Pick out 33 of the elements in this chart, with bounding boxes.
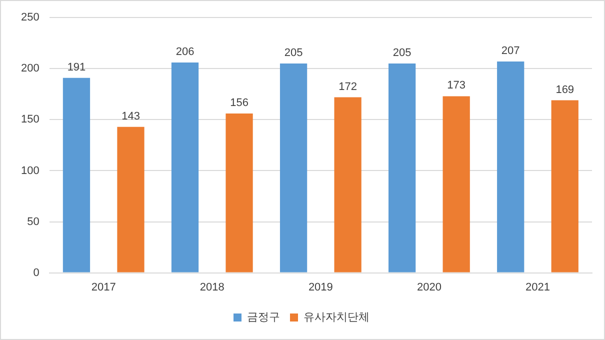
- legend-label: 유사자치단체: [304, 312, 370, 324]
- bar: [388, 64, 416, 272]
- bar: [226, 114, 253, 272]
- bar: [551, 100, 578, 272]
- y-tick-label: 250: [20, 12, 40, 24]
- bar: [62, 78, 90, 272]
- y-tick-label: 100: [20, 164, 40, 177]
- bar: [334, 97, 362, 272]
- y-tick-label: 0: [33, 266, 40, 279]
- data-label: 207: [501, 45, 520, 58]
- data-label: 206: [176, 46, 194, 58]
- data-label: 172: [338, 80, 357, 93]
- x-tick-label: 2019: [308, 281, 333, 294]
- bar: [117, 126, 144, 272]
- data-label: 205: [392, 47, 412, 60]
- legend-label: 금정구: [247, 312, 280, 324]
- data-label: 191: [67, 61, 86, 74]
- y-tick-label: 50: [27, 216, 40, 228]
- x-tick-label: 2017: [91, 281, 116, 294]
- data-label: 169: [556, 84, 574, 96]
- bar: [497, 61, 524, 272]
- x-tick-label: 2020: [416, 281, 442, 294]
- bar: [442, 96, 470, 272]
- bar: [280, 64, 308, 272]
- data-label: 156: [230, 97, 248, 110]
- data-label: 173: [447, 80, 466, 92]
- data-label: 205: [284, 47, 303, 60]
- data-label: 143: [122, 110, 140, 122]
- bar: [171, 62, 199, 272]
- y-tick-label: 150: [20, 114, 40, 126]
- y-tick-label: 200: [20, 62, 40, 75]
- x-tick-label: 2018: [200, 281, 224, 294]
- x-tick-label: 2021: [525, 281, 550, 294]
